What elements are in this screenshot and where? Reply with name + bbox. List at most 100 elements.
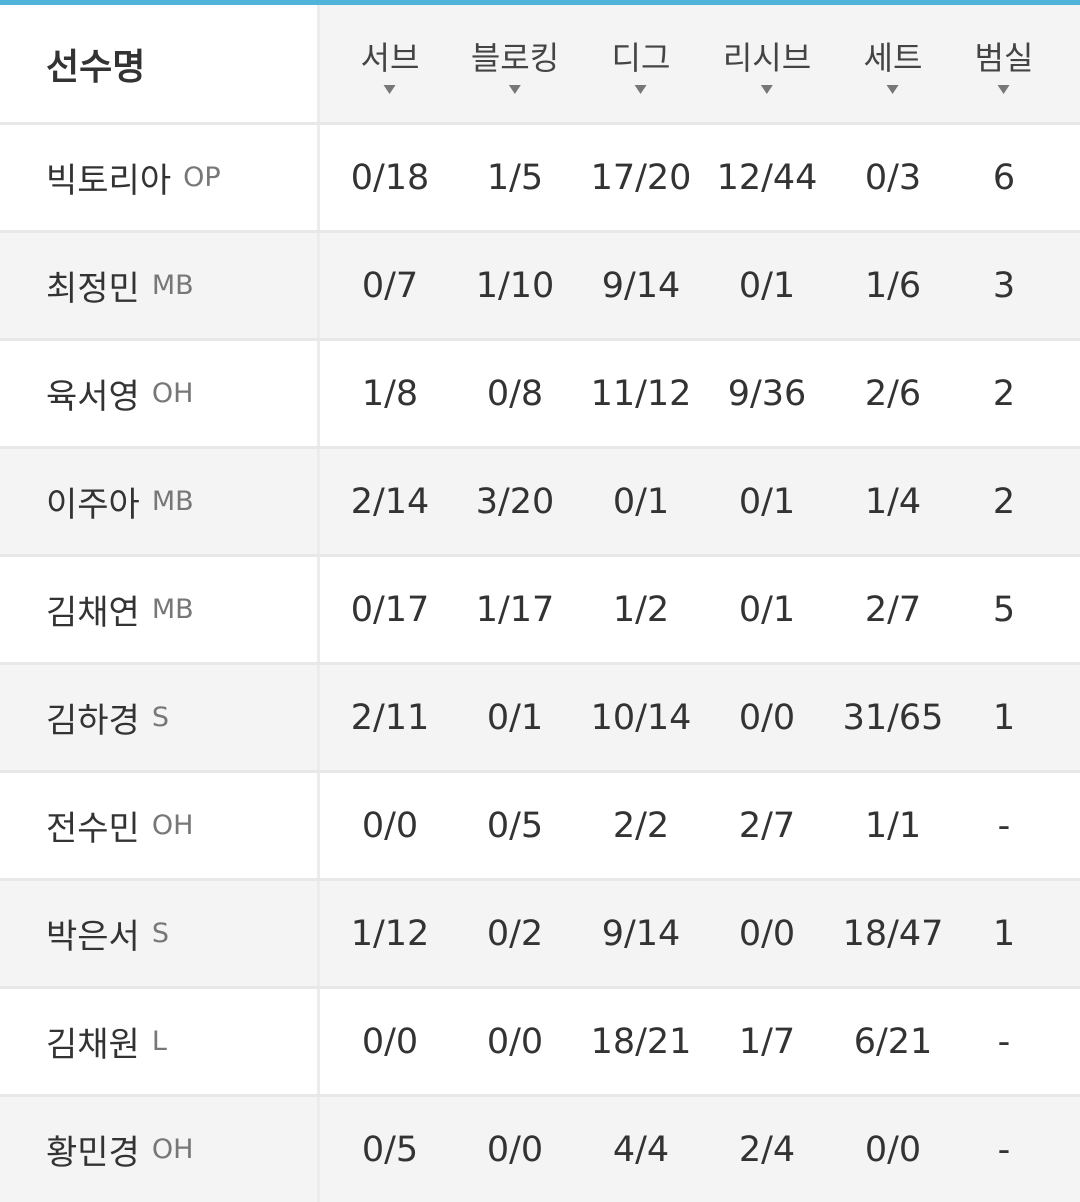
stat-cell: 12/44: [716, 157, 818, 198]
stat-cell: 0/0: [738, 697, 796, 738]
player-name-cell[interactable]: 전수민 OH: [0, 773, 320, 878]
player-position: MB: [151, 486, 194, 517]
table-row[interactable]: 박은서 S 1/12 0/2 9/14 0/0 18/47 1: [0, 878, 1080, 986]
column-label: 리시브: [722, 39, 812, 77]
table-row[interactable]: 김채연 MB 0/17 1/17 1/2 0/1 2/7 5: [0, 554, 1080, 662]
stat-cell: 1/12: [350, 913, 430, 954]
stat-cell: 2/6: [864, 373, 922, 414]
stat-cell: 0/0: [864, 1129, 922, 1170]
sort-triangle-down-icon: [886, 85, 899, 94]
player-name: 김채원: [46, 1025, 140, 1065]
stat-cell: 1/6: [864, 265, 922, 306]
stat-cell: 6/21: [853, 1021, 933, 1062]
column-label: 세트: [863, 39, 923, 77]
stat-cell: 0/2: [486, 913, 544, 954]
table-row[interactable]: 빅토리아 OP 0/18 1/5 17/20 12/44 0/3 6: [0, 122, 1080, 230]
table-row[interactable]: 황민경 OH 0/5 0/0 4/4 2/4 0/0 -: [0, 1094, 1080, 1202]
sort-triangle-down-icon: [508, 85, 521, 94]
stat-cell: 0/0: [361, 1021, 419, 1062]
sort-triangle-down-icon: [997, 85, 1010, 94]
stat-cell: -: [997, 1129, 1011, 1170]
player-position: S: [151, 918, 169, 949]
stat-cell: 6: [992, 157, 1016, 198]
stat-cell: 0/1: [738, 589, 796, 630]
player-name: 육서영: [46, 377, 140, 417]
stat-cell: 1/10: [475, 265, 555, 306]
player-name-cell[interactable]: 빅토리아 OP: [0, 125, 320, 230]
player-position: OH: [151, 378, 194, 409]
column-label: 범실: [974, 39, 1034, 77]
stat-cell: 1/17: [475, 589, 555, 630]
player-position: S: [151, 702, 169, 733]
column-label: 블로킹: [470, 39, 560, 77]
player-name-cell[interactable]: 김채원 L: [0, 989, 320, 1094]
sort-header-4[interactable]: 세트: [863, 5, 923, 122]
stat-cell: 0/1: [738, 481, 796, 522]
player-name: 최정민: [46, 269, 140, 309]
sort-header-5[interactable]: 범실: [974, 5, 1034, 122]
player-name-cell[interactable]: 이주아 MB: [0, 449, 320, 554]
player-name-cell[interactable]: 황민경 OH: [0, 1097, 320, 1202]
stat-cell: 10/14: [590, 697, 692, 738]
stat-cell: 1: [992, 697, 1016, 738]
stat-cell: 0/5: [486, 805, 544, 846]
stat-cell: 1/2: [612, 589, 670, 630]
player-stats-table: 선수명 서브 블로킹 디그 리시브 세트 범실 빅토리아 OP 0/18 1/5 17/20 12/…: [0, 5, 1080, 1202]
stat-cell: 0/8: [486, 373, 544, 414]
player-name: 빅토리아: [46, 161, 172, 201]
stat-cell: 1/5: [486, 157, 544, 198]
stat-cell: 0/0: [361, 805, 419, 846]
stat-cell: 0/5: [361, 1129, 419, 1170]
player-name-header: 선수명: [0, 5, 320, 122]
player-position: MB: [151, 594, 194, 625]
table-row[interactable]: 김채원 L 0/0 0/0 18/21 1/7 6/21 -: [0, 986, 1080, 1094]
stat-cell: 3/20: [475, 481, 555, 522]
stat-cell: 18/47: [842, 913, 944, 954]
player-name-cell[interactable]: 최정민 MB: [0, 233, 320, 338]
stat-cell: 0/7: [361, 265, 419, 306]
stat-cell: 0/1: [612, 481, 670, 522]
stat-cell: 0/3: [864, 157, 922, 198]
player-position: L: [151, 1026, 167, 1057]
player-name-cell[interactable]: 육서영 OH: [0, 341, 320, 446]
stat-cell: 1: [992, 913, 1016, 954]
stat-cell: 31/65: [842, 697, 944, 738]
sort-header-3[interactable]: 리시브: [723, 5, 811, 122]
stat-cell: 2/14: [350, 481, 430, 522]
player-name-cell[interactable]: 김하경 S: [0, 665, 320, 770]
stat-cell: 18/21: [590, 1021, 692, 1062]
table-row[interactable]: 전수민 OH 0/0 0/5 2/2 2/7 1/1 -: [0, 770, 1080, 878]
player-name: 김하경: [46, 701, 140, 741]
stat-cell: 17/20: [590, 157, 692, 198]
table-header: 선수명 서브 블로킹 디그 리시브 세트 범실: [0, 5, 1080, 122]
player-name-cell[interactable]: 김채연 MB: [0, 557, 320, 662]
stat-cell: 2/11: [350, 697, 430, 738]
stat-cell: 9/14: [601, 265, 681, 306]
stat-cell: 0/0: [486, 1021, 544, 1062]
table-row[interactable]: 이주아 MB 2/14 3/20 0/1 0/1 1/4 2: [0, 446, 1080, 554]
column-label: 서브: [360, 39, 420, 77]
stat-cell: 1/7: [738, 1021, 796, 1062]
sort-triangle-down-icon: [634, 85, 647, 94]
table-row[interactable]: 김하경 S 2/11 0/1 10/14 0/0 31/65 1: [0, 662, 1080, 770]
player-name: 이주아: [46, 485, 140, 525]
stat-cell: 9/36: [727, 373, 807, 414]
stat-cell: 2: [992, 373, 1016, 414]
stat-cell: 5: [992, 589, 1016, 630]
sort-header-2[interactable]: 디그: [612, 5, 670, 122]
stat-cell: 1/8: [361, 373, 419, 414]
table-row[interactable]: 최정민 MB 0/7 1/10 9/14 0/1 1/6 3: [0, 230, 1080, 338]
sort-triangle-down-icon: [383, 85, 396, 94]
table-row[interactable]: 육서영 OH 1/8 0/8 11/12 9/36 2/6 2: [0, 338, 1080, 446]
stat-cell: 4/4: [612, 1129, 670, 1170]
stat-cell: 0/0: [486, 1129, 544, 1170]
player-name: 전수민: [46, 809, 140, 849]
stat-cell: 2/2: [612, 805, 670, 846]
sort-header-0[interactable]: 서브: [360, 5, 420, 122]
sort-header-1[interactable]: 블로킹: [471, 5, 559, 122]
player-name-cell[interactable]: 박은서 S: [0, 881, 320, 986]
stat-cell: 0/1: [738, 265, 796, 306]
stat-cell: 0/17: [350, 589, 430, 630]
stat-cell: 2/4: [738, 1129, 796, 1170]
stat-cell: 1/1: [864, 805, 922, 846]
